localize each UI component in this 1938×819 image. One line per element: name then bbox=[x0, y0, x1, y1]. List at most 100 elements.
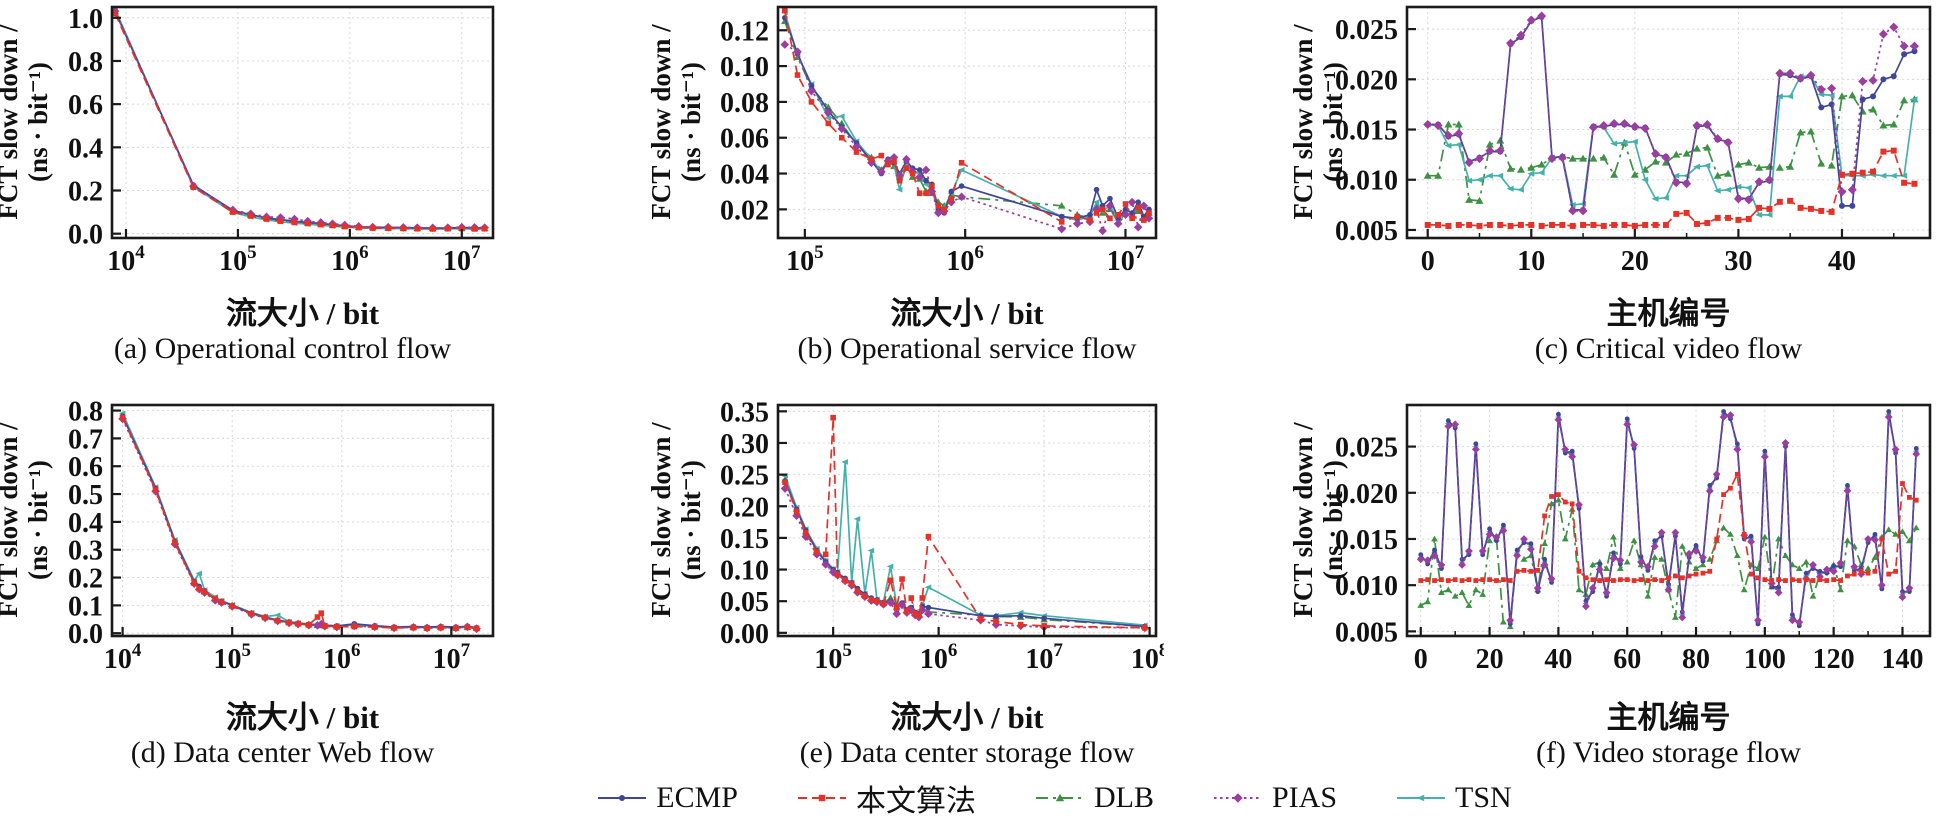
svg-text:0.2: 0.2 bbox=[68, 564, 103, 595]
svg-text:0.005: 0.005 bbox=[1335, 216, 1398, 247]
subplot-c-xlabel: 主机编号 bbox=[1606, 296, 1731, 331]
ylabel-line2: (ns · bit⁻¹) bbox=[675, 460, 706, 580]
svg-text:0.010: 0.010 bbox=[1335, 571, 1398, 602]
svg-text:0.04: 0.04 bbox=[720, 160, 769, 191]
svg-text:10: 10 bbox=[1517, 246, 1545, 277]
subplot-b-caption: (b) Operational service flow bbox=[797, 332, 1137, 365]
ylabel-line2: (ns · bit⁻¹) bbox=[675, 62, 706, 182]
svg-text:0.02: 0.02 bbox=[720, 195, 769, 226]
subplot-f-chart: 0.005 0.010 0.015 0.020 0.025 0 20 40 60 80 100 120… bbox=[1335, 403, 1932, 675]
svg-text:120: 120 bbox=[1813, 644, 1855, 675]
svg-text:0.10: 0.10 bbox=[720, 52, 769, 83]
svg-text:0.025: 0.025 bbox=[1335, 433, 1398, 464]
legend-item-dlb: DLB bbox=[1034, 781, 1154, 815]
svg-text:105: 105 bbox=[213, 640, 251, 675]
svg-text:0.7: 0.7 bbox=[68, 424, 103, 455]
svg-text:60: 60 bbox=[1613, 644, 1641, 675]
svg-text:105: 105 bbox=[219, 242, 256, 277]
svg-text:107: 107 bbox=[1025, 640, 1063, 675]
svg-text:105: 105 bbox=[786, 242, 824, 277]
ylabel-line1: FCT slow down / bbox=[1288, 422, 1318, 618]
svg-text:108: 108 bbox=[1131, 640, 1164, 675]
svg-text:104: 104 bbox=[104, 640, 142, 675]
svg-text:0.08: 0.08 bbox=[720, 88, 769, 119]
svg-text:80: 80 bbox=[1682, 644, 1710, 675]
legend-item-tsn: TSN bbox=[1395, 781, 1512, 815]
subplot-b-chart: 0.02 0.04 0.06 0.08 0.10 0.12 105 106 107 bbox=[720, 5, 1158, 277]
subplot-e-caption: (e) Data center storage flow bbox=[799, 736, 1135, 769]
svg-text:0.0: 0.0 bbox=[68, 619, 103, 650]
svg-text:0.015: 0.015 bbox=[1335, 525, 1398, 556]
svg-text:1.0: 1.0 bbox=[68, 4, 103, 35]
svg-text:0.4: 0.4 bbox=[68, 508, 103, 539]
subplot-d-chart: 0.00.10.20.30.40.50.60.70.8 104 105 106 107 bbox=[68, 398, 495, 675]
svg-text:0.6: 0.6 bbox=[68, 90, 103, 121]
svg-text:100: 100 bbox=[1744, 644, 1786, 675]
svg-text:0.5: 0.5 bbox=[68, 480, 103, 511]
legend-line-sample-ecmp bbox=[598, 795, 647, 801]
legend-line-sample-pias bbox=[1213, 793, 1262, 803]
svg-text:0.25: 0.25 bbox=[720, 461, 769, 492]
svg-text:0.30: 0.30 bbox=[720, 429, 769, 460]
legend-label: 本文算法 bbox=[855, 785, 976, 818]
legend-item-benwen: 本文算法 bbox=[796, 776, 976, 819]
svg-text:0.1: 0.1 bbox=[68, 591, 103, 622]
svg-text:106: 106 bbox=[323, 640, 361, 675]
svg-text:40: 40 bbox=[1544, 644, 1572, 675]
svg-text:0.15: 0.15 bbox=[720, 524, 769, 555]
subplot-b-ylabel: FCT slow down / (ns · bit⁻¹) bbox=[646, 0, 709, 262]
svg-text:0.20: 0.20 bbox=[720, 492, 769, 523]
legend-line-sample-benwen bbox=[797, 794, 846, 802]
svg-text:0.3: 0.3 bbox=[68, 536, 103, 567]
legend-item-ecmp: ECMP bbox=[596, 781, 738, 815]
subplot-d-ylabel: FCT slow down /(ns · bit⁻¹) bbox=[0, 380, 56, 660]
legend-line-sample-tsn bbox=[1397, 794, 1446, 802]
subplot-b-xlabel: 流大小 / bit bbox=[890, 296, 1044, 331]
svg-text:0.10: 0.10 bbox=[720, 556, 769, 587]
subplot-a-xlabel: 流大小 / bit bbox=[225, 296, 380, 331]
legend-item-pias: PIAS bbox=[1212, 781, 1337, 815]
svg-text:0.2: 0.2 bbox=[68, 177, 103, 208]
svg-text:0.12: 0.12 bbox=[720, 16, 769, 47]
subplot-e-ylabel: FCT slow down / (ns · bit⁻¹) bbox=[646, 380, 709, 660]
subplot-f-xlabel: 主机编号 bbox=[1606, 700, 1731, 735]
svg-text:0.010: 0.010 bbox=[1335, 166, 1398, 197]
legend-line-sample-dlb bbox=[1035, 793, 1084, 802]
svg-text:0.35: 0.35 bbox=[720, 398, 769, 428]
ylabel-line2: (ns · bit⁻¹) bbox=[22, 62, 53, 182]
subplot-a-chart: 0.0 0.2 0.4 0.6 0.8 1.0 104 105 106 107 bbox=[68, 4, 495, 277]
ylabel-line1: FCT slow down / bbox=[646, 24, 676, 220]
svg-text:0.0: 0.0 bbox=[68, 220, 103, 251]
subplot-f-caption: (f) Video storage flow bbox=[1535, 736, 1802, 769]
svg-text:0.005: 0.005 bbox=[1335, 617, 1398, 648]
ylabel-line1: FCT slow down / bbox=[0, 24, 23, 220]
legend-label: PIAS bbox=[1271, 781, 1338, 814]
svg-text:0.6: 0.6 bbox=[68, 452, 103, 483]
svg-text:140: 140 bbox=[1881, 644, 1923, 675]
ylabel-line2: (ns · bit⁻¹) bbox=[22, 460, 53, 580]
svg-text:106: 106 bbox=[946, 242, 984, 277]
legend-label: DLB bbox=[1093, 781, 1154, 814]
subplot-d-caption: (d) Data center Web flow bbox=[130, 736, 435, 769]
subplot-d-xlabel: 流大小 / bit bbox=[225, 700, 380, 735]
legend: ECMP 本文算法 DLB PIAS TSN bbox=[85, 777, 1938, 819]
svg-text:106: 106 bbox=[920, 640, 958, 675]
svg-text:40: 40 bbox=[1828, 246, 1856, 277]
subplot-c-chart: 0.005 0.010 0.015 0.020 0.025 0 10 20 30 40 bbox=[1335, 5, 1932, 277]
svg-text:0.020: 0.020 bbox=[1335, 65, 1398, 96]
svg-text:107: 107 bbox=[443, 242, 481, 277]
svg-text:0.06: 0.06 bbox=[720, 124, 769, 155]
svg-text:107: 107 bbox=[1107, 242, 1145, 277]
svg-text:0.020: 0.020 bbox=[1335, 479, 1398, 510]
svg-text:20: 20 bbox=[1621, 246, 1649, 277]
svg-text:20: 20 bbox=[1476, 644, 1504, 675]
svg-text:106: 106 bbox=[331, 242, 369, 277]
svg-text:0.4: 0.4 bbox=[68, 133, 103, 164]
svg-text:0: 0 bbox=[1421, 246, 1435, 277]
subplot-c-caption: (c) Critical video flow bbox=[1534, 332, 1803, 365]
svg-text:107: 107 bbox=[433, 640, 471, 675]
svg-text:30: 30 bbox=[1724, 246, 1752, 277]
svg-text:105: 105 bbox=[814, 640, 852, 675]
svg-text:0.05: 0.05 bbox=[720, 587, 769, 618]
svg-text:0.00: 0.00 bbox=[720, 619, 769, 650]
